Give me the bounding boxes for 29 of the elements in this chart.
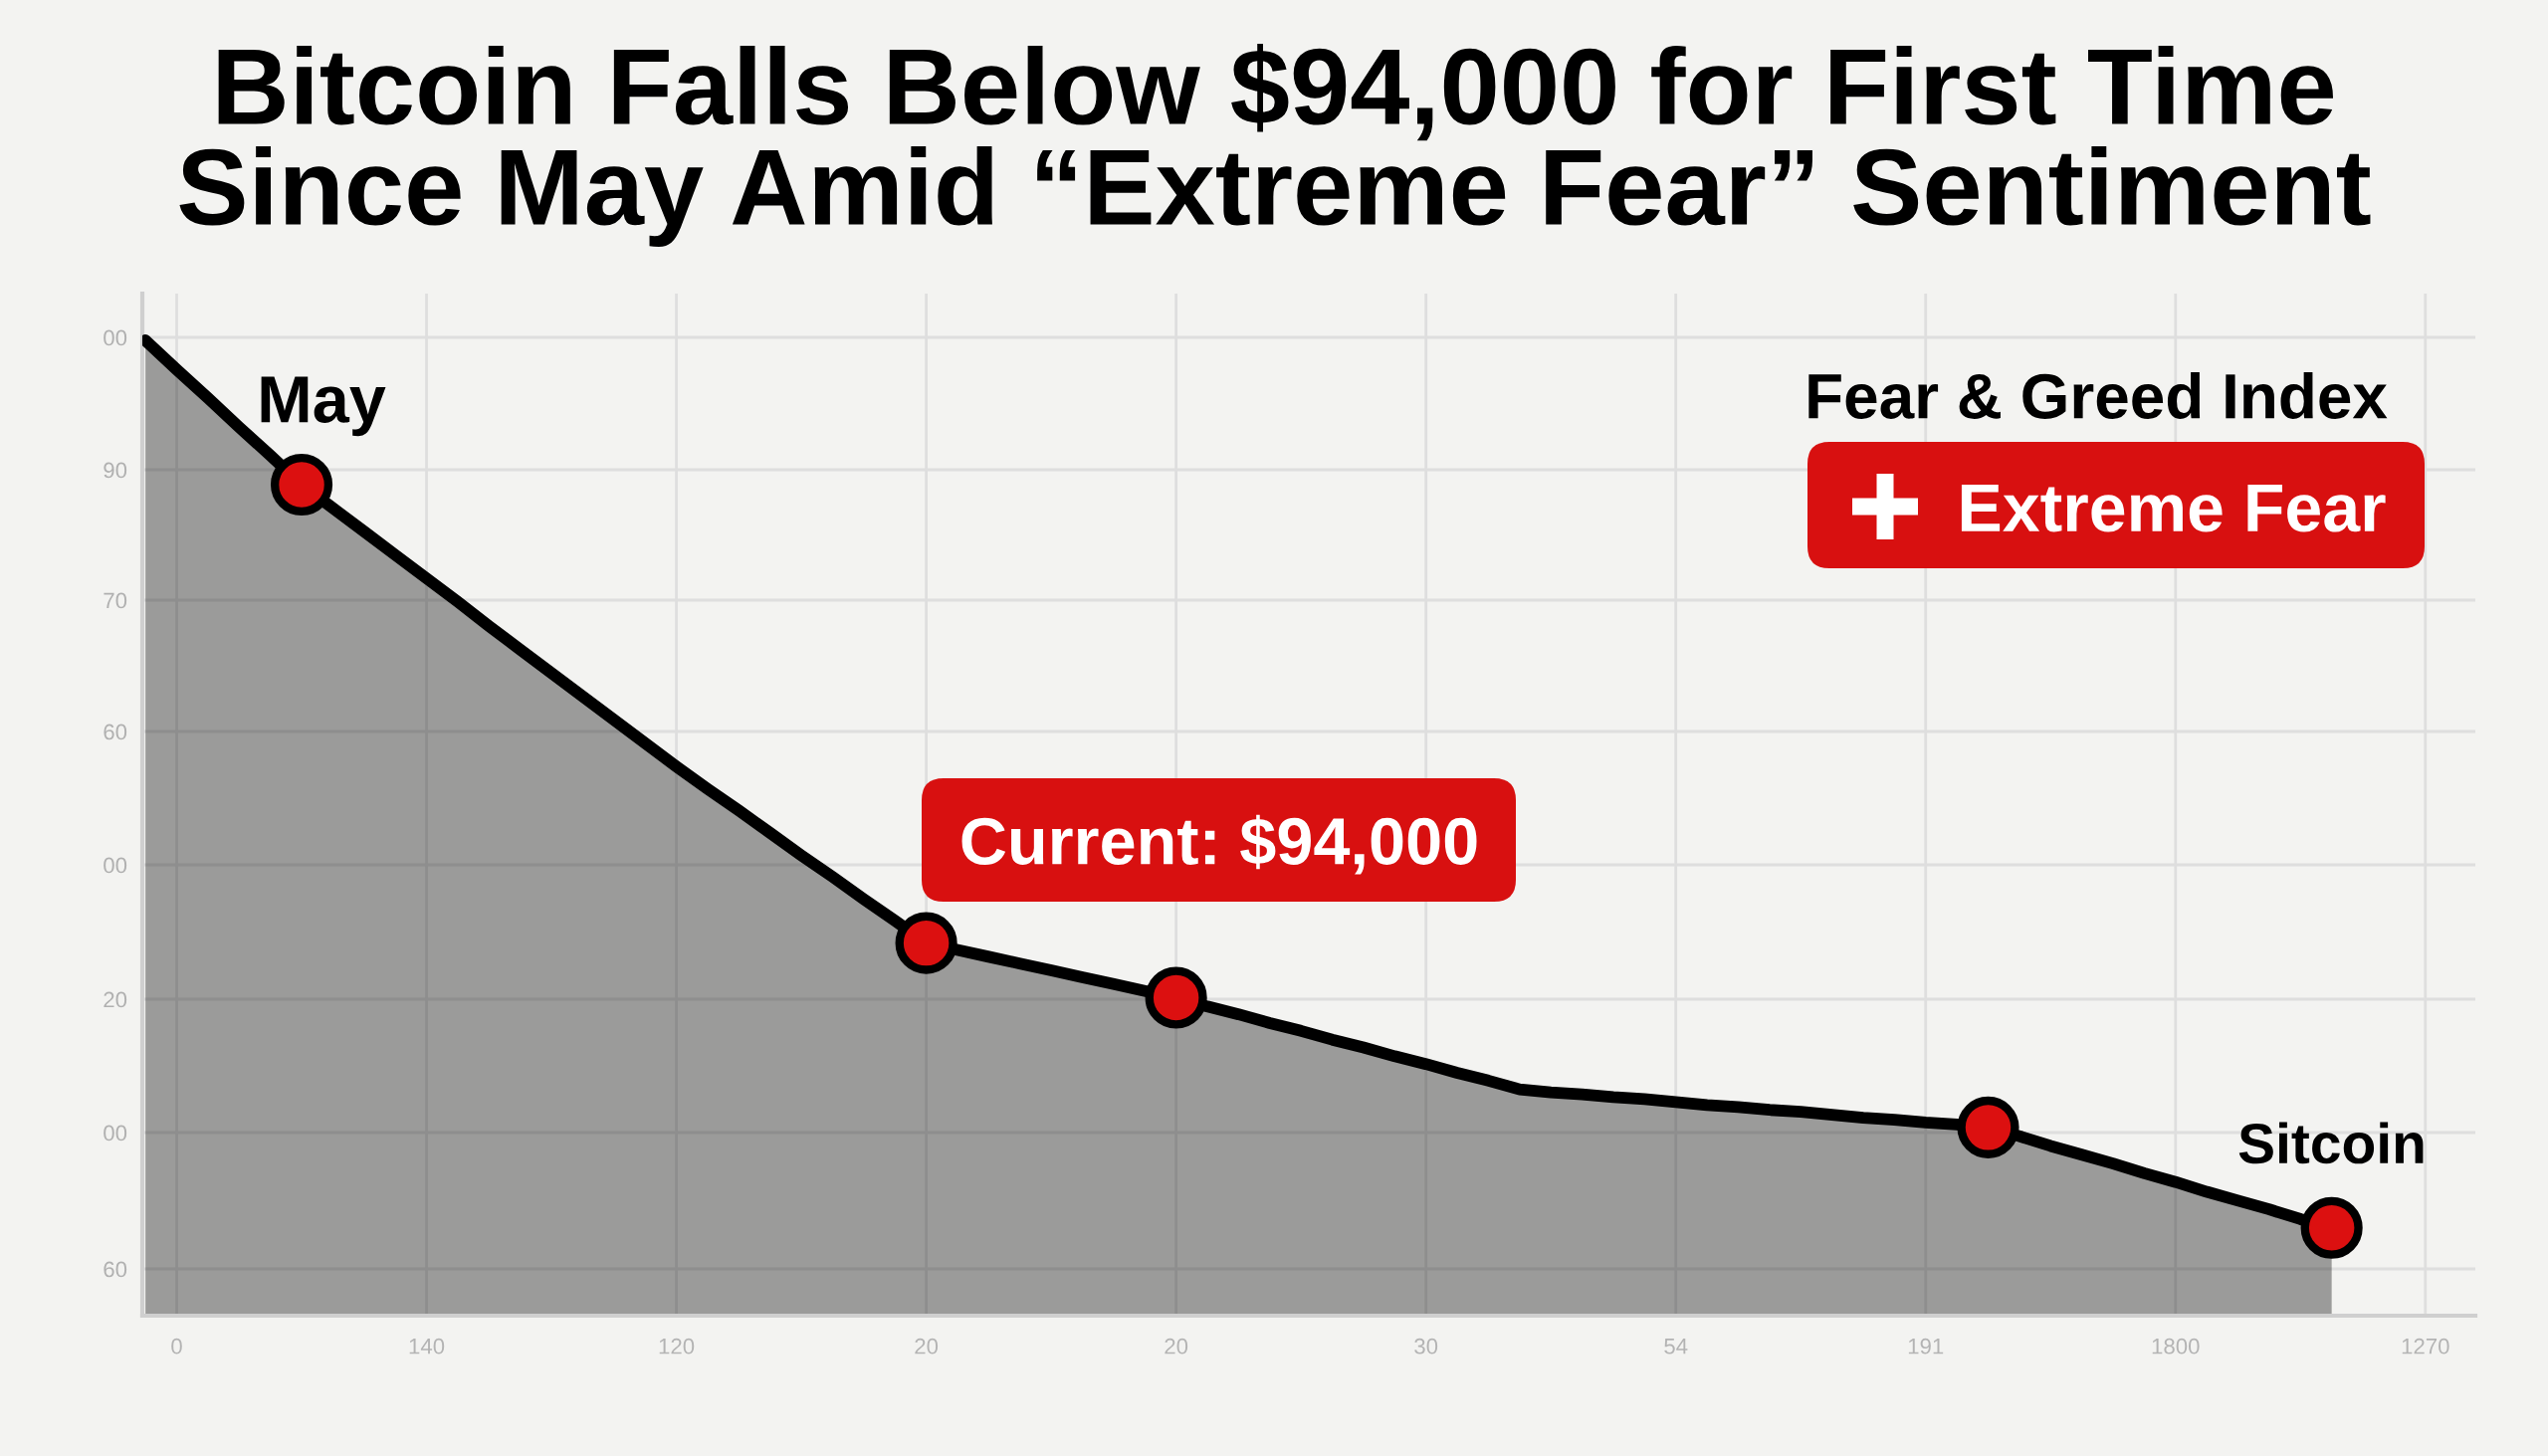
text: 60: [104, 724, 127, 740]
text: 00: [104, 329, 127, 346]
text: 20: [104, 991, 127, 1008]
text: 00: [104, 857, 127, 874]
x-tick-label: 1270: [2402, 1338, 2449, 1354]
annotation: May: [261, 376, 386, 437]
annotation: Extreme Fear: [1961, 484, 2386, 532]
x-tick-label: 20: [1165, 1338, 1188, 1354]
annotation: Fear & Greed Index: [1808, 371, 2388, 419]
point: [1145, 966, 1207, 1029]
annotation: Sitcoin: [2238, 1122, 2424, 1164]
x-tick-label: 0: [171, 1338, 182, 1354]
chart-title: Bitcoin Falls Below $94,000 for First Time Since May Amid “Extreme Fear” Sentiment: [179, 44, 2371, 247]
x-tick-label: 191: [1908, 1338, 1944, 1354]
point: [2300, 1196, 2363, 1259]
x-tick-label: 20: [915, 1338, 939, 1354]
text: 90: [104, 462, 127, 479]
text: 00: [104, 1125, 127, 1142]
annotation: Current: $94,000: [961, 814, 1477, 875]
text: 60: [104, 1261, 127, 1278]
point: [1957, 1096, 2019, 1158]
point: [895, 912, 957, 974]
x-tick-label: 54: [1664, 1339, 1688, 1354]
x-tick-label: 140: [409, 1338, 445, 1354]
x-tick-label: 120: [659, 1338, 695, 1354]
x-tick-label: 30: [1414, 1338, 1438, 1354]
point: [270, 453, 333, 517]
x-tick-label: 1800: [2152, 1338, 2200, 1354]
text: 70: [104, 592, 127, 609]
